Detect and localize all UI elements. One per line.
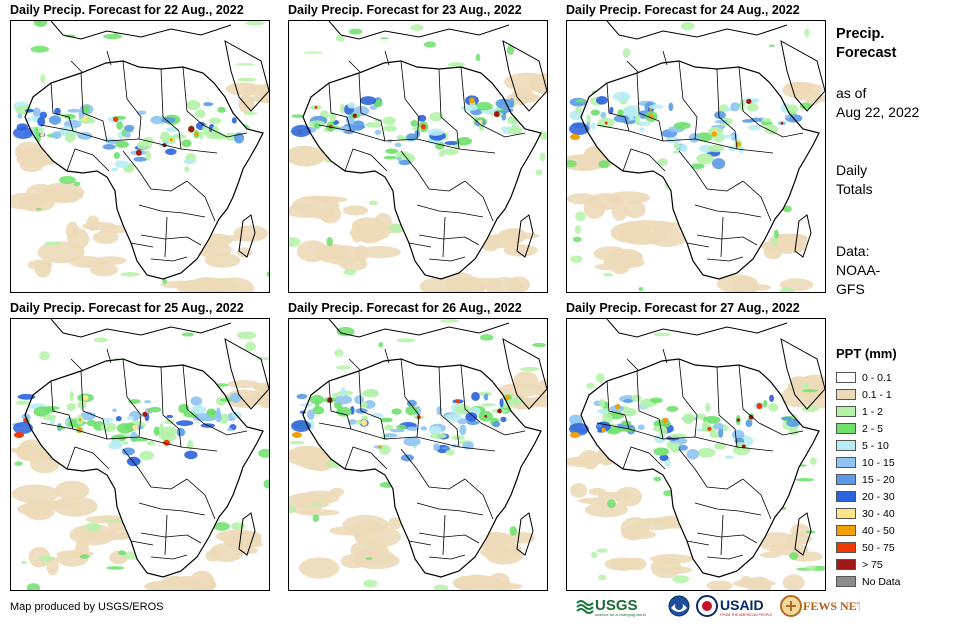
legend-item: No Data [836,573,901,590]
legend-swatch [836,457,856,468]
legend-label: 2 - 5 [862,422,884,435]
panel-title: Daily Precip. Forecast for 23 Aug., 2022 [288,3,522,17]
noaa-logo [668,595,690,617]
sidebar-data-source: Data: NOAA- GFS [836,243,881,297]
legend-item: 40 - 50 [836,522,901,539]
legend: PPT (mm) 0 - 0.1 0.1 - 1 1 - 2 2 - 5 5 - 10 1… [836,346,901,590]
svg-text:science for a changing world: science for a changing world [595,612,646,617]
legend-label: 5 - 10 [862,439,889,452]
legend-label: 10 - 15 [862,456,895,469]
panel-title: Daily Precip. Forecast for 25 Aug., 2022 [10,301,244,315]
sidebar-title: Precip. Forecast [836,26,897,61]
legend-title: PPT (mm) [836,346,897,361]
precip-map [566,318,826,591]
panel-title: Daily Precip. Forecast for 24 Aug., 2022 [566,3,800,17]
legend-item: 50 - 75 [836,539,901,556]
fewsnet-logo: FEWS NET [780,594,860,618]
panel-title: Daily Precip. Forecast for 26 Aug., 2022 [288,301,522,315]
legend-item: 2 - 5 [836,420,901,437]
legend-label: 20 - 30 [862,490,895,503]
legend-label: 0.1 - 1 [862,388,892,401]
sidebar-asof: as of Aug 22, 2022 [836,85,920,120]
legend-swatch [836,542,856,553]
usaid-logo: USAID FROM THE AMERICAN PEOPLE [696,594,774,618]
legend-item: 0.1 - 1 [836,386,901,403]
legend-item: 20 - 30 [836,488,901,505]
legend-label: 30 - 40 [862,507,895,520]
svg-text:FROM THE AMERICAN PEOPLE: FROM THE AMERICAN PEOPLE [720,613,773,617]
legend-item: 30 - 40 [836,505,901,522]
precip-map [288,318,548,591]
panel-title: Daily Precip. Forecast for 27 Aug., 2022 [566,301,800,315]
precip-map [288,20,548,293]
legend-label: > 75 [862,558,883,571]
legend-swatch [836,440,856,451]
legend-swatch [836,389,856,400]
svg-text:USAID: USAID [720,597,764,613]
legend-swatch [836,474,856,485]
precip-map [10,318,270,591]
legend-label: No Data [862,575,901,588]
legend-item: 15 - 20 [836,471,901,488]
precip-map [10,20,270,293]
svg-text:FEWS NET: FEWS NET [803,599,860,613]
usgs-logo: USGS science for a changing world [576,594,662,618]
precip-map [566,20,826,293]
sidebar-totals: Daily Totals [836,162,873,197]
svg-text:USGS: USGS [595,597,638,614]
legend-label: 1 - 2 [862,405,884,418]
logo-bar: USGS science for a changing world USAID … [576,594,866,618]
legend-label: 0 - 0.1 [862,371,892,384]
legend-item: > 75 [836,556,901,573]
credit-text: Map produced by USGS/EROS [10,601,164,613]
legend-swatch [836,508,856,519]
legend-item: 1 - 2 [836,403,901,420]
legend-swatch [836,406,856,417]
legend-swatch [836,491,856,502]
legend-label: 15 - 20 [862,473,895,486]
legend-label: 40 - 50 [862,524,895,537]
legend-item: 5 - 10 [836,437,901,454]
panel-title: Daily Precip. Forecast for 22 Aug., 2022 [10,3,244,17]
legend-swatch [836,372,856,383]
legend-swatch [836,576,856,587]
legend-item: 10 - 15 [836,454,901,471]
legend-label: 50 - 75 [862,541,895,554]
legend-swatch [836,525,856,536]
legend-item: 0 - 0.1 [836,369,901,386]
legend-swatch [836,423,856,434]
legend-swatch [836,559,856,570]
